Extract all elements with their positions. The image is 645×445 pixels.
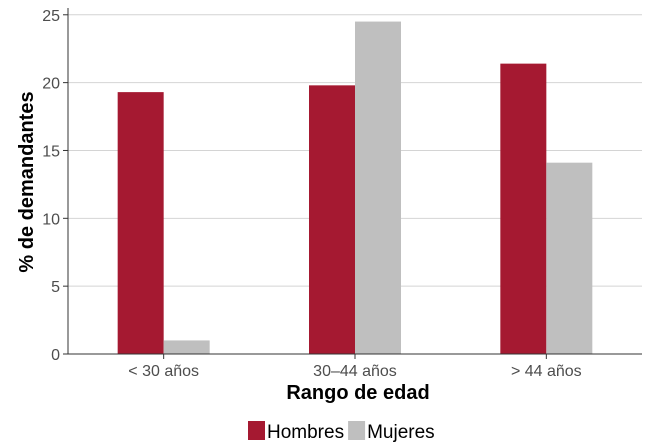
- bar-mujeres: [355, 21, 401, 354]
- x-axis-ticks: < 30 años 30–44 años > 44 años: [128, 354, 582, 380]
- y-tick-label: 0: [51, 347, 60, 364]
- y-tick-label: 5: [51, 279, 60, 296]
- legend-swatch: [248, 421, 265, 440]
- x-tick-label: 30–44 años: [313, 363, 397, 380]
- y-tick-label: 15: [42, 143, 60, 160]
- bar-mujeres: [163, 340, 210, 354]
- y-axis-ticks: 0 5 10 15 20 25: [42, 8, 68, 364]
- y-tick-label: 10: [42, 211, 60, 228]
- legend: Hombres Mujeres: [248, 421, 435, 443]
- legend-item-mujeres: Mujeres: [348, 421, 435, 443]
- x-axis-title: Rango de edad: [286, 382, 429, 404]
- y-axis-title: % de demandantes: [16, 91, 38, 272]
- bars: [117, 21, 593, 354]
- bar-hombres: [117, 92, 164, 354]
- x-tick-label: > 44 años: [511, 363, 582, 380]
- legend-label: Hombres: [267, 422, 344, 443]
- x-tick-label: < 30 años: [128, 363, 199, 380]
- bar-hombres: [500, 63, 547, 354]
- y-tick-label: 25: [42, 8, 60, 25]
- bar-mujeres: [546, 162, 593, 354]
- legend-swatch: [348, 421, 366, 440]
- bar-hombres: [309, 85, 355, 354]
- legend-label: Mujeres: [367, 422, 435, 443]
- y-tick-label: 20: [42, 76, 60, 93]
- legend-item-hombres: Hombres: [248, 421, 344, 443]
